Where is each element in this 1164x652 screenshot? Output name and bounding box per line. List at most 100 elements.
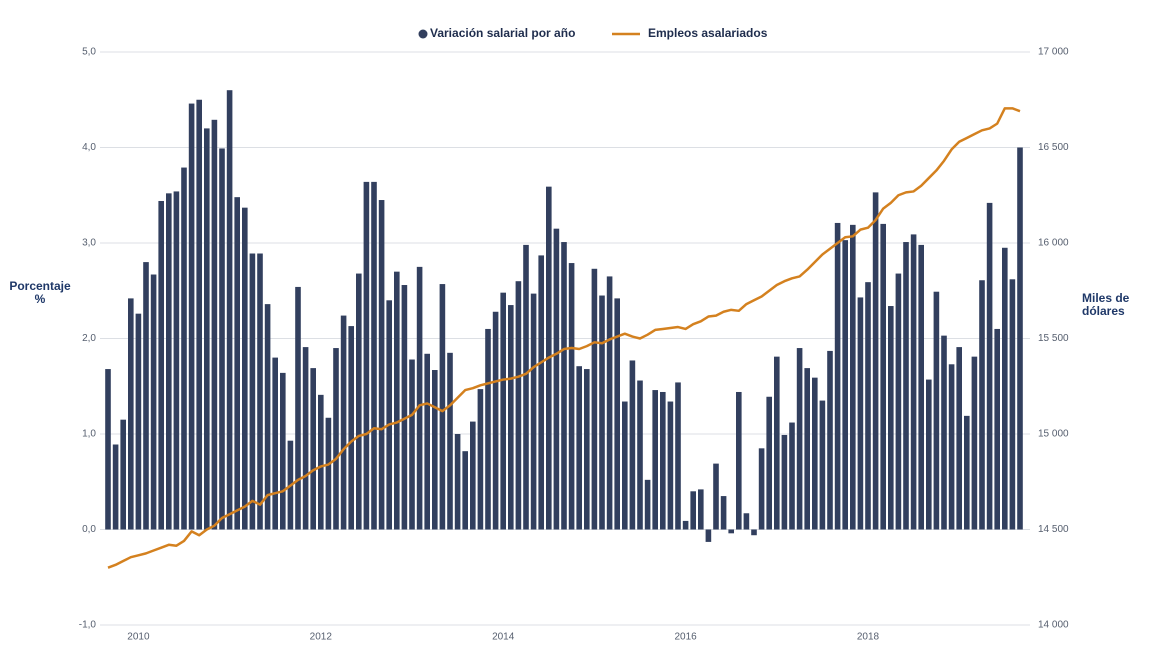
- bar: [796, 348, 803, 530]
- bar: [530, 293, 537, 530]
- bar: [477, 389, 484, 530]
- y2-tick-label: 15 500: [1038, 333, 1069, 344]
- bar: [857, 297, 864, 530]
- bar: [781, 434, 788, 530]
- bar: [584, 369, 590, 530]
- bar: [500, 292, 506, 530]
- bar: [812, 377, 818, 530]
- bar: [386, 300, 392, 530]
- bar: [515, 281, 522, 530]
- bar: [789, 422, 795, 530]
- x-tick-label: 2010: [127, 632, 150, 643]
- y2-tick-label: 16 000: [1038, 238, 1069, 249]
- legend-marker: [418, 29, 428, 39]
- bar: [356, 273, 362, 530]
- y2-axis-label: dólares: [1082, 304, 1125, 318]
- bar: [1002, 247, 1008, 530]
- bar: [910, 234, 917, 530]
- bar: [135, 313, 142, 530]
- bar: [226, 90, 233, 530]
- legend-label: Empleos asalariados: [648, 26, 768, 40]
- bar: [682, 520, 689, 530]
- bar: [918, 244, 924, 530]
- x-tick-label: 2012: [310, 632, 333, 643]
- bar: [112, 444, 119, 530]
- bar: [401, 285, 408, 530]
- bar: [348, 326, 354, 530]
- bar: [523, 244, 529, 530]
- bar: [371, 181, 377, 530]
- bar: [986, 202, 993, 530]
- y2-tick-label: 15 000: [1038, 429, 1069, 440]
- bar: [462, 451, 468, 530]
- bar: [470, 421, 476, 530]
- bar: [508, 305, 514, 530]
- bar: [751, 529, 757, 536]
- bar: [713, 463, 719, 530]
- bar: [865, 282, 871, 530]
- bar: [690, 491, 696, 530]
- bar: [561, 242, 567, 530]
- bar: [1009, 279, 1016, 530]
- bar: [948, 364, 955, 530]
- bar: [842, 240, 848, 530]
- bar: [705, 529, 712, 542]
- bar: [454, 434, 461, 530]
- bar: [850, 224, 856, 530]
- bar: [956, 347, 962, 530]
- bar: [120, 419, 126, 530]
- bar: [743, 513, 750, 530]
- bar: [660, 391, 666, 530]
- bar: [105, 369, 111, 530]
- bar: [485, 328, 491, 530]
- bar: [158, 200, 164, 530]
- bar: [652, 390, 658, 530]
- bar: [622, 401, 628, 530]
- bar: [447, 352, 453, 530]
- bar: [827, 350, 833, 530]
- bar: [698, 489, 704, 530]
- y-tick-label: 0,0: [82, 524, 96, 535]
- bar: [249, 253, 256, 530]
- bar: [318, 394, 324, 530]
- y2-tick-label: 14 500: [1038, 524, 1069, 535]
- bar: [257, 253, 263, 530]
- bar: [834, 222, 841, 530]
- bar: [941, 335, 947, 530]
- bar: [1017, 147, 1023, 530]
- bar: [211, 119, 218, 530]
- bar: [880, 223, 886, 530]
- bar: [150, 274, 157, 530]
- bar: [888, 306, 894, 530]
- bar: [614, 298, 620, 530]
- bar: [333, 348, 339, 530]
- x-tick-label: 2018: [857, 632, 880, 643]
- y-tick-label: 3,0: [82, 238, 96, 249]
- bar: [979, 280, 985, 530]
- bar: [819, 400, 826, 530]
- bar: [128, 298, 134, 530]
- y-tick-label: 1,0: [82, 429, 96, 440]
- bar: [492, 311, 499, 530]
- bar: [926, 379, 932, 530]
- bar: [606, 276, 613, 530]
- bar: [363, 181, 370, 530]
- bar: [295, 286, 301, 530]
- bar: [432, 370, 438, 530]
- bar: [181, 167, 187, 530]
- bar: [280, 372, 286, 530]
- bar: [576, 366, 582, 530]
- bar: [720, 496, 727, 530]
- y2-tick-label: 16 500: [1038, 142, 1069, 153]
- y-axis-label: %: [35, 292, 46, 306]
- bar: [302, 347, 309, 530]
- bar: [629, 360, 636, 530]
- bar: [378, 200, 385, 530]
- bar: [895, 273, 902, 530]
- y2-tick-label: 14 000: [1038, 620, 1069, 631]
- y-tick-label: -1,0: [79, 620, 97, 631]
- bar: [416, 266, 423, 530]
- x-tick-label: 2016: [674, 632, 697, 643]
- bar: [667, 401, 674, 530]
